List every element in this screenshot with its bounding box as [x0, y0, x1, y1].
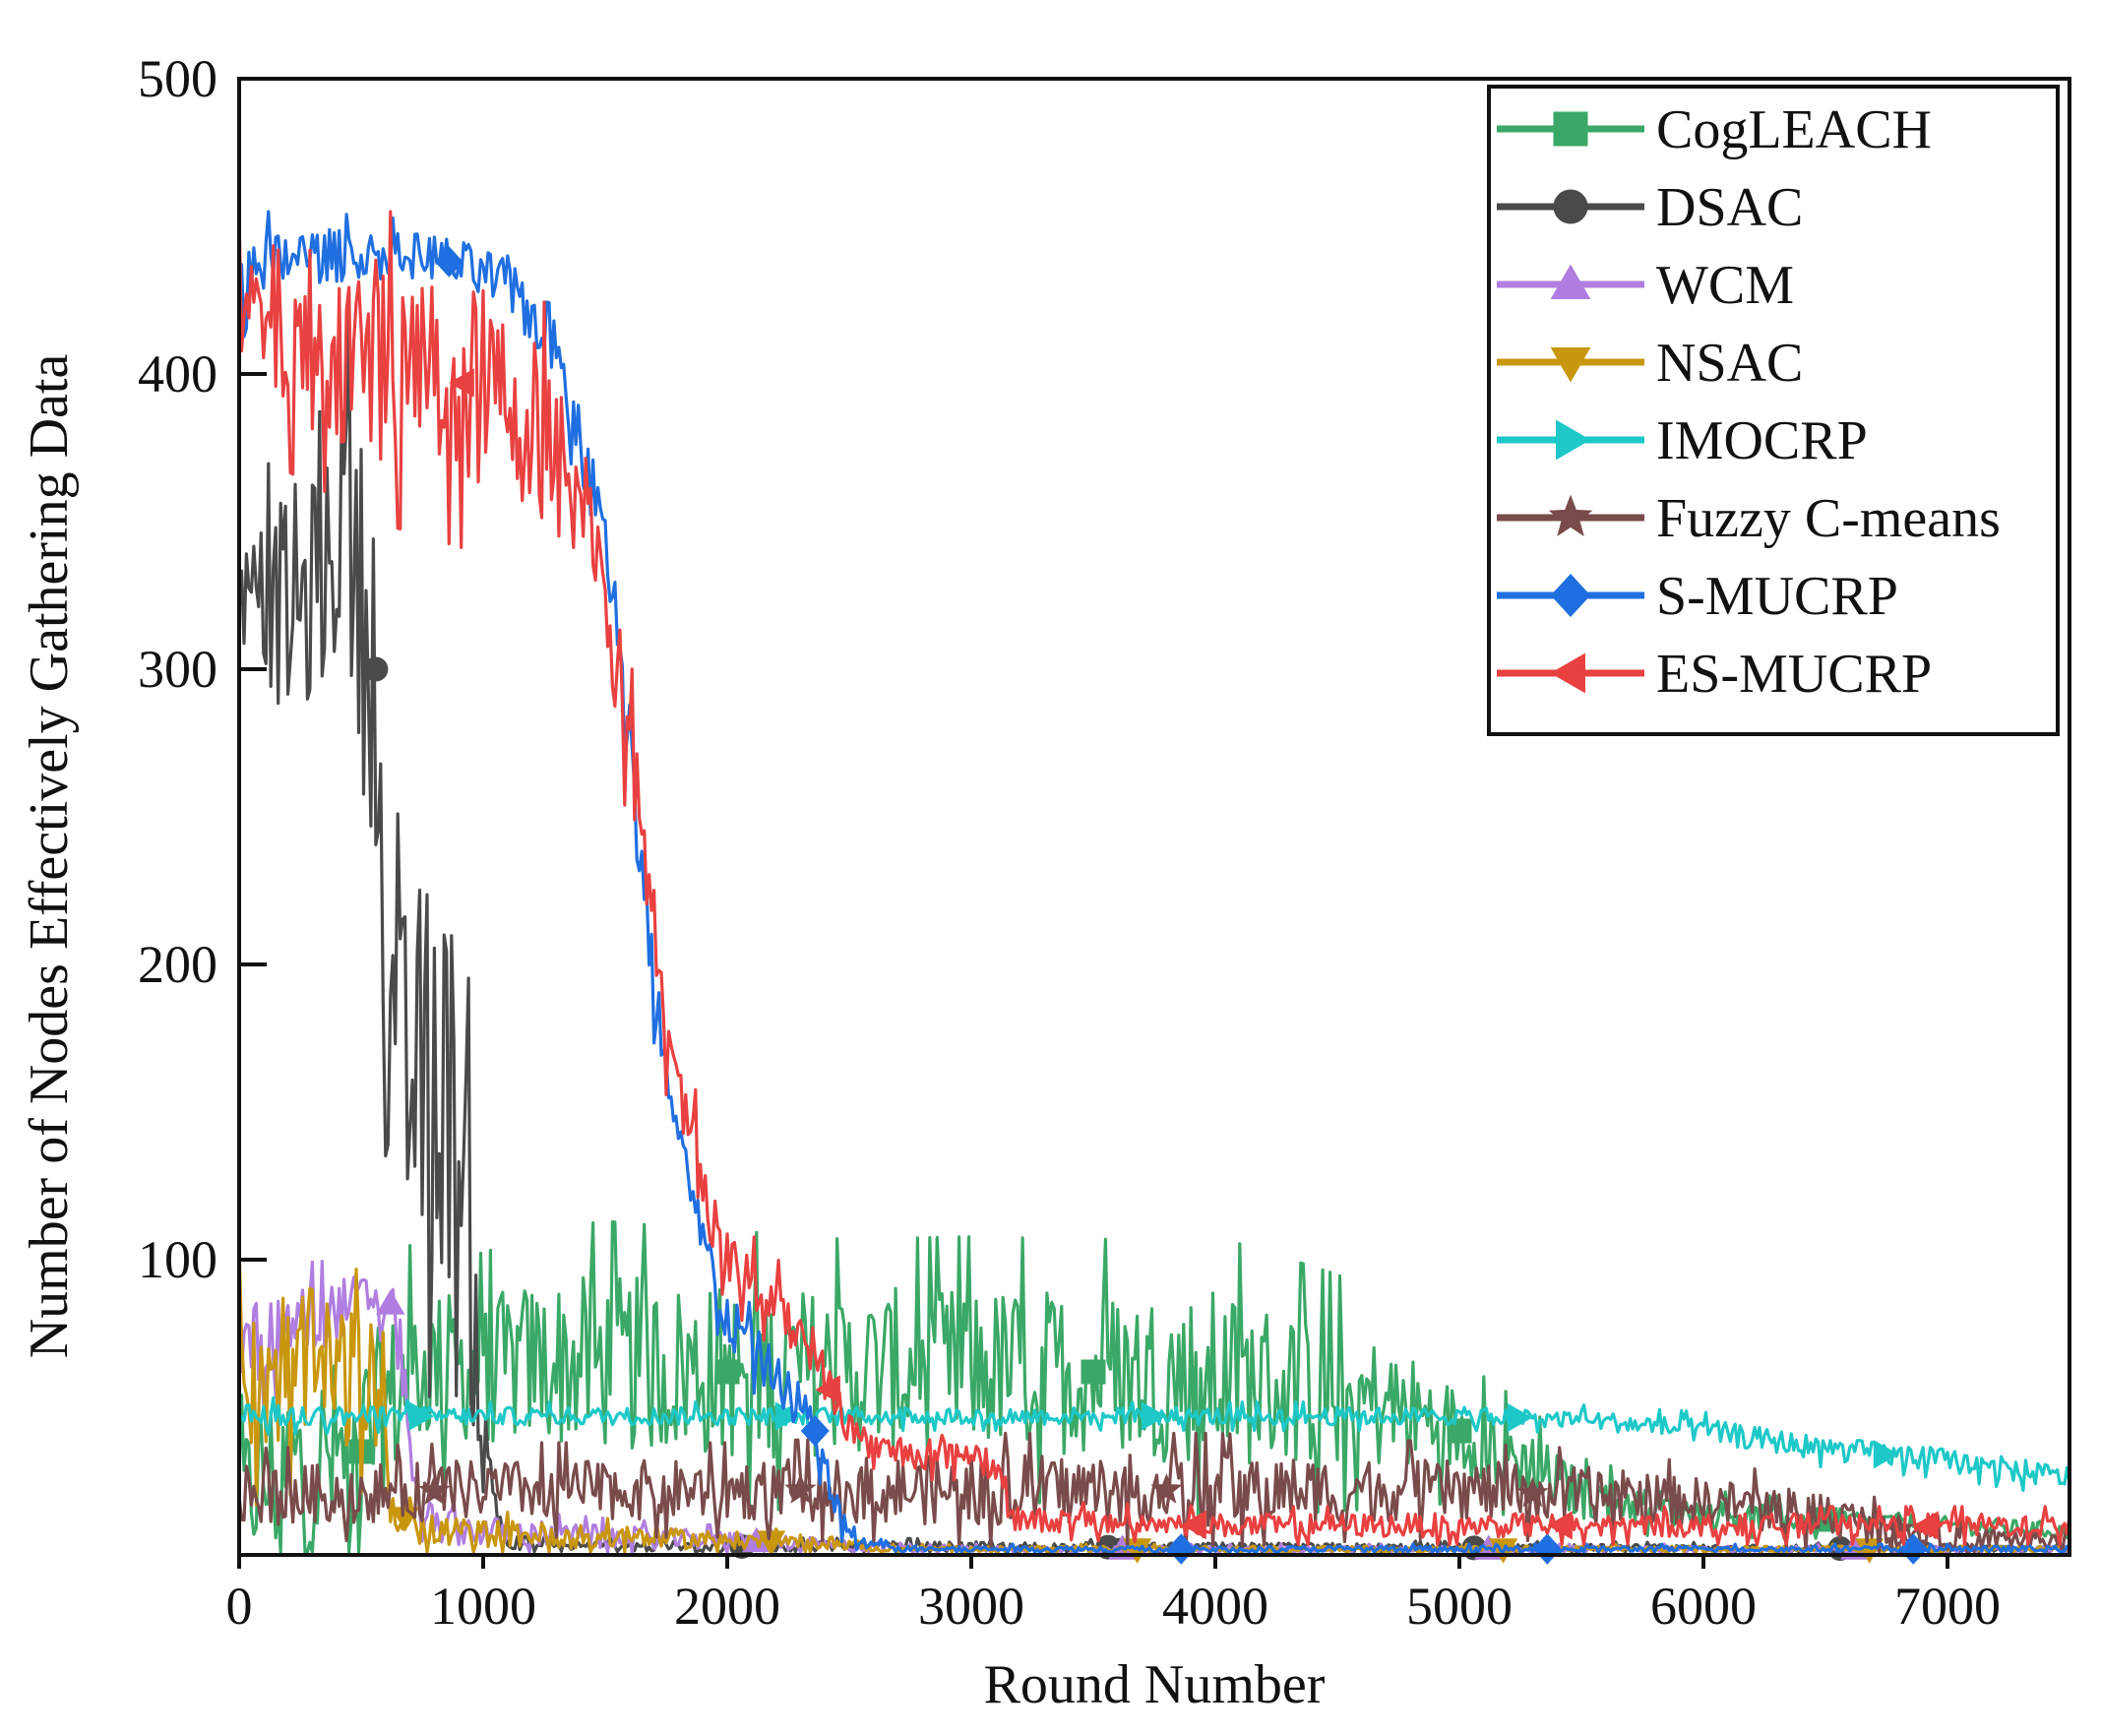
legend-item: DSAC [1497, 177, 1803, 238]
series-marker [815, 1375, 840, 1404]
y-axis-title: Number of Nodes Effectively Gathering Da… [19, 354, 80, 1359]
axes-layer: 0 1000 2000 3000 4000 5000 6000 7000 100 200 300 40… [138, 49, 2001, 1636]
series-fuzzy-c-means [237, 1431, 2071, 1554]
series-nsac [237, 1245, 2070, 1564]
series-marker [1547, 1511, 1573, 1540]
series-marker [1516, 1476, 1549, 1508]
legend-item: CogLEACH [1497, 99, 1932, 160]
legend-label: IMOCRP [1656, 410, 1868, 471]
x-tick-label: 6000 [1650, 1577, 1757, 1636]
series-marker [784, 1472, 817, 1504]
series-marker [1081, 1359, 1106, 1385]
y-tick-label: 200 [138, 935, 217, 994]
series-marker [376, 1289, 405, 1315]
series-marker [1447, 1418, 1472, 1444]
series-marker [363, 656, 389, 682]
series-marker [1532, 1533, 1562, 1565]
legend-marker [1548, 494, 1593, 537]
legend: CogLEACH DSAC WCM NSAC IMOCRP Fuzzy C-means S-… [1487, 85, 2060, 736]
y-tick-label: 100 [138, 1230, 217, 1289]
series-marker [408, 1401, 435, 1431]
legend-marker [1553, 111, 1588, 147]
y-tick-label: 400 [138, 344, 217, 403]
x-tick-label: 3000 [918, 1577, 1024, 1636]
legend-item: WCM [1497, 255, 1794, 316]
legend-marker [1553, 189, 1588, 224]
legend-item: NSAC [1497, 333, 1803, 394]
series-line [237, 1431, 2071, 1554]
series-marker [800, 1415, 830, 1447]
series-marker [1181, 1510, 1206, 1540]
series-marker [1854, 1538, 1885, 1564]
legend-label: CogLEACH [1656, 99, 1932, 160]
x-axis-title: Round Number [984, 1654, 1326, 1715]
series-line [237, 1245, 2070, 1554]
x-tick-label: 7000 [1894, 1577, 2001, 1636]
x-tick-label: 2000 [674, 1577, 780, 1636]
legend-label: ES-MUCRP [1656, 644, 1932, 705]
series-marker [1150, 1472, 1183, 1504]
legend-marker [1550, 574, 1591, 617]
series-marker [714, 1359, 740, 1385]
series-layer [237, 210, 2071, 1565]
legend-item: S-MUCRP [1497, 566, 1898, 627]
x-tick-label: 1000 [430, 1577, 536, 1636]
legend-marker [1556, 419, 1591, 461]
legend-label: S-MUCRP [1656, 566, 1898, 627]
series-marker [434, 246, 463, 278]
series-marker [1873, 1440, 1899, 1469]
series-marker [1913, 1511, 1939, 1540]
x-tick-label: 0 [226, 1577, 253, 1636]
legend-item: ES-MUCRP [1497, 644, 1932, 705]
series-marker [1141, 1401, 1167, 1431]
legend-label: NSAC [1656, 333, 1803, 394]
legend-label: DSAC [1656, 177, 1803, 238]
legend-item: IMOCRP [1497, 410, 1868, 471]
series-es-mucrp [237, 210, 2071, 1546]
series-marker [1166, 1533, 1196, 1565]
series-line [237, 210, 2071, 1546]
y-tick-label: 300 [138, 640, 217, 699]
legend-label: Fuzzy C-means [1656, 488, 2001, 549]
legend-marker [1550, 652, 1585, 694]
series-imocrp [238, 1395, 2071, 1492]
legend-marker [1550, 264, 1591, 299]
series-marker [418, 1474, 451, 1505]
y-tick-label: 500 [138, 49, 217, 108]
series-marker [774, 1401, 801, 1431]
legend-item: Fuzzy C-means [1497, 488, 2001, 549]
legend-label: WCM [1656, 255, 1794, 316]
x-tick-label: 5000 [1406, 1577, 1513, 1636]
plot-frame [237, 77, 2071, 1557]
series-marker [1507, 1402, 1533, 1433]
legend-box [1487, 85, 2060, 736]
legend-marker [1550, 347, 1591, 383]
x-tick-label: 4000 [1162, 1577, 1268, 1636]
series-marker [449, 368, 474, 398]
